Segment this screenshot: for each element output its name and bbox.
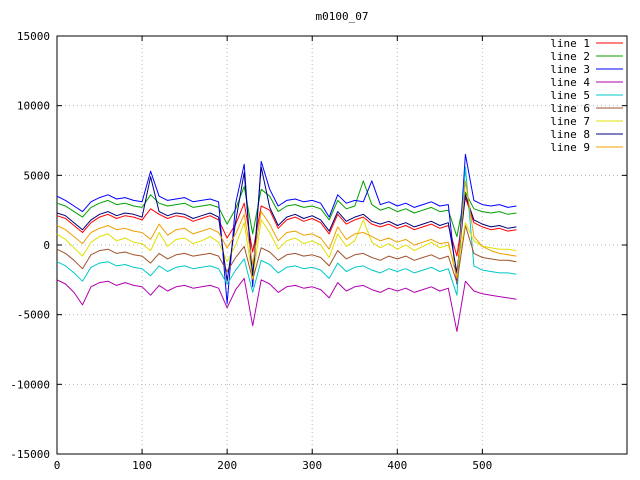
legend-label: line 5 xyxy=(550,89,590,102)
legend-label: line 1 xyxy=(550,37,590,50)
series-line-6 xyxy=(56,225,517,284)
series-line-2 xyxy=(56,180,517,238)
y-tick-label: 5000 xyxy=(24,169,51,182)
legend-label: line 9 xyxy=(550,141,590,154)
series-line-9 xyxy=(56,180,517,279)
x-tick-label: 500 xyxy=(472,459,492,472)
legend-label: line 4 xyxy=(550,76,590,89)
x-tick-label: 300 xyxy=(302,459,322,472)
x-tick-label: 100 xyxy=(132,459,152,472)
series-line-4 xyxy=(56,277,517,332)
y-tick-label: -5000 xyxy=(17,309,50,322)
legend-label: line 8 xyxy=(550,128,590,141)
series-line-8 xyxy=(56,166,517,282)
y-tick-label: -10000 xyxy=(10,378,50,391)
x-tick-label: 0 xyxy=(54,459,61,472)
legend-label: line 6 xyxy=(550,102,590,115)
y-tick-label: 0 xyxy=(43,239,50,252)
legend-label: line 7 xyxy=(550,115,590,128)
y-tick-label: 15000 xyxy=(17,30,50,43)
x-tick-label: 200 xyxy=(217,459,237,472)
series-line-1 xyxy=(56,197,517,257)
y-tick-label: 10000 xyxy=(17,100,50,113)
series-line-5 xyxy=(56,166,517,296)
chart-title: m0100_07 xyxy=(315,10,369,23)
x-tick-label: 400 xyxy=(387,459,407,472)
legend-label: line 3 xyxy=(550,63,590,76)
y-tick-label: -15000 xyxy=(10,448,50,461)
legend-label: line 2 xyxy=(550,50,590,63)
series-line-7 xyxy=(56,219,517,279)
series-line-3 xyxy=(56,153,517,304)
